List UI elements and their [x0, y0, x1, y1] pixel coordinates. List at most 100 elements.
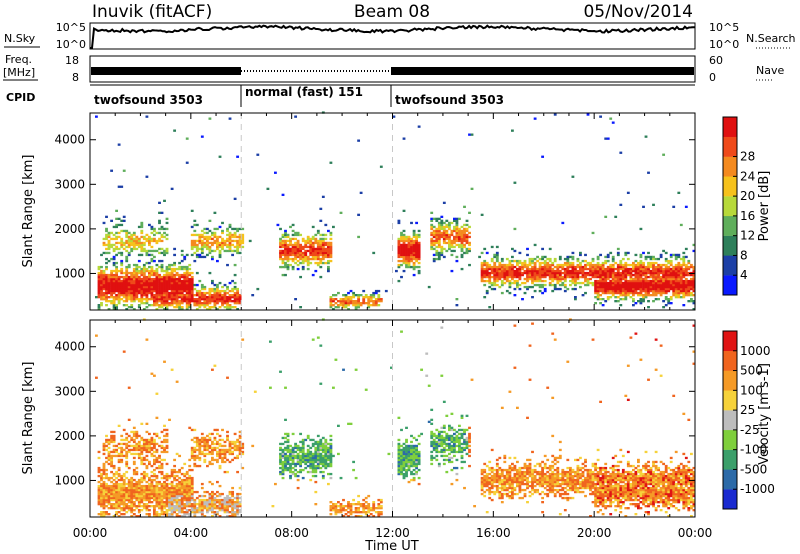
heatmap-cell — [667, 265, 671, 269]
heatmap-cell — [450, 241, 454, 245]
heatmap-cell — [538, 271, 542, 275]
heatmap-cell — [677, 255, 681, 259]
heatmap-cell — [203, 498, 207, 502]
heatmap-cell — [228, 243, 232, 247]
heatmap-cell — [601, 275, 605, 279]
heatmap-cell — [228, 304, 232, 307]
heatmap-cell — [145, 296, 149, 299]
heatmap-cell — [148, 298, 151, 301]
heatmap-cell — [329, 501, 333, 504]
heatmap-cell — [178, 306, 182, 309]
heatmap-cell — [135, 496, 139, 500]
heatmap-cell — [236, 513, 240, 516]
heatmap-cell — [604, 267, 608, 271]
heatmap-cell — [468, 247, 471, 251]
heatmap-cell — [168, 298, 171, 301]
heatmap-cell — [142, 237, 146, 241]
heatmap-cell — [463, 231, 466, 235]
heatmap-cell — [213, 496, 217, 500]
heatmap-cell — [105, 511, 108, 514]
heatmap-cell — [165, 450, 169, 454]
heatmap-cell — [362, 300, 366, 303]
heatmap-cell — [115, 217, 119, 221]
heatmap-cell — [130, 511, 134, 514]
heatmap-cell — [233, 296, 237, 299]
heatmap-cell — [193, 436, 197, 440]
heatmap-cell — [511, 255, 514, 259]
heatmap-cell — [120, 438, 124, 442]
heatmap-cell — [168, 492, 171, 496]
heatmap-cell — [195, 440, 199, 444]
heatmap-cell — [682, 257, 686, 261]
heatmap-cell — [455, 231, 459, 235]
heatmap-cell — [679, 277, 683, 281]
heatmap-cell — [679, 267, 683, 271]
heatmap-cell — [619, 267, 623, 271]
heatmap-cell — [122, 472, 126, 476]
heatmap-cell — [125, 505, 129, 508]
heatmap-cell — [226, 233, 229, 237]
heatmap-cell — [485, 251, 489, 255]
heatmap-cell — [175, 291, 179, 295]
heatmap-cell — [112, 472, 116, 476]
heatmap-cell — [233, 505, 237, 508]
heatmap-cell — [483, 271, 487, 275]
heatmap-cell — [112, 261, 116, 265]
heatmap-cell — [208, 300, 212, 303]
heatmap-cell — [662, 300, 666, 303]
heatmap-cell — [596, 263, 600, 267]
heatmap-cell — [97, 265, 101, 269]
heatmap-cell — [279, 462, 282, 466]
heatmap-cell — [309, 458, 313, 462]
heatmap-cell — [677, 269, 681, 273]
heatmap-cell — [213, 239, 217, 243]
heatmap-cell — [188, 488, 192, 492]
heatmap-cell — [107, 287, 111, 291]
heatmap-cell — [289, 263, 292, 267]
heatmap-cell — [165, 482, 169, 486]
heatmap-cell — [657, 279, 661, 283]
heatmap-cell — [624, 277, 628, 281]
heatmap-cell — [127, 501, 131, 504]
heatmap-cell — [407, 265, 411, 269]
heatmap-cell — [626, 285, 630, 289]
heatmap-cell — [195, 436, 199, 440]
heatmap-cell — [100, 513, 103, 516]
heatmap-cell — [632, 298, 635, 301]
heatmap-cell — [150, 279, 154, 283]
heatmap-cell — [193, 229, 197, 233]
heatmap-cell — [614, 273, 618, 277]
heatmap-cell — [145, 283, 149, 287]
heatmap-cell — [652, 275, 655, 279]
heatmap-cell — [130, 486, 134, 490]
heatmap-cell — [626, 269, 630, 273]
heatmap-cell — [289, 476, 292, 480]
heatmap-cell — [132, 460, 136, 464]
heatmap-cell — [397, 237, 401, 241]
heatmap-cell — [576, 277, 580, 281]
heatmap-cell — [183, 285, 187, 289]
heatmap-cell — [218, 498, 222, 502]
heatmap-cell — [319, 275, 323, 279]
heatmap-cell — [112, 233, 116, 237]
heatmap-cell — [155, 505, 159, 508]
heatmap-cell — [158, 211, 161, 215]
heatmap-cell — [120, 281, 124, 285]
heatmap-cell — [236, 239, 240, 243]
heatmap-cell — [327, 442, 330, 446]
heatmap-cell — [664, 291, 668, 295]
heatmap-cell — [135, 505, 139, 508]
heatmap-cell — [137, 482, 141, 486]
heatmap-cell — [286, 245, 290, 249]
heatmap-cell — [193, 448, 197, 452]
heatmap-cell — [551, 261, 555, 265]
heatmap-cell — [400, 233, 403, 237]
heatmap-cell — [142, 271, 146, 275]
heatmap-cell — [163, 249, 166, 253]
heatmap-cell — [122, 501, 126, 504]
heatmap-cell — [690, 283, 693, 287]
heatmap-cell — [233, 245, 237, 249]
heatmap-cell — [329, 509, 333, 512]
heatmap-cell — [241, 239, 245, 243]
heatmap-cell — [632, 304, 635, 307]
